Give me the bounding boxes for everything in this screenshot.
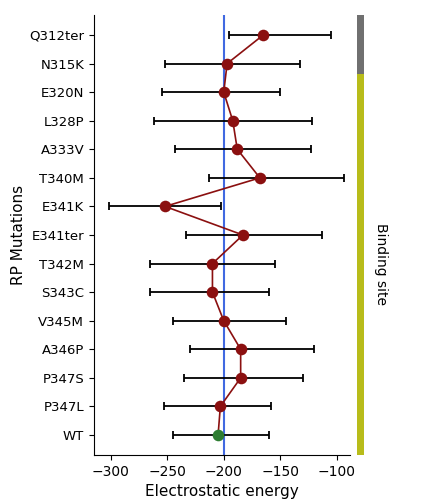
Point <box>161 202 168 210</box>
Point <box>216 402 223 410</box>
Point <box>209 288 216 296</box>
Text: Binding site: Binding site <box>374 224 387 306</box>
Point <box>220 88 227 96</box>
Point <box>209 260 216 268</box>
Point <box>239 231 246 239</box>
Point <box>256 174 263 182</box>
Point <box>237 346 244 354</box>
Point <box>229 116 236 124</box>
Point <box>237 374 244 382</box>
Point <box>259 31 266 39</box>
Point <box>220 316 227 324</box>
Point <box>214 431 221 439</box>
Point <box>233 146 240 154</box>
Y-axis label: RP Mutations: RP Mutations <box>12 185 26 285</box>
X-axis label: Electrostatic energy: Electrostatic energy <box>145 484 298 500</box>
Point <box>223 60 230 68</box>
